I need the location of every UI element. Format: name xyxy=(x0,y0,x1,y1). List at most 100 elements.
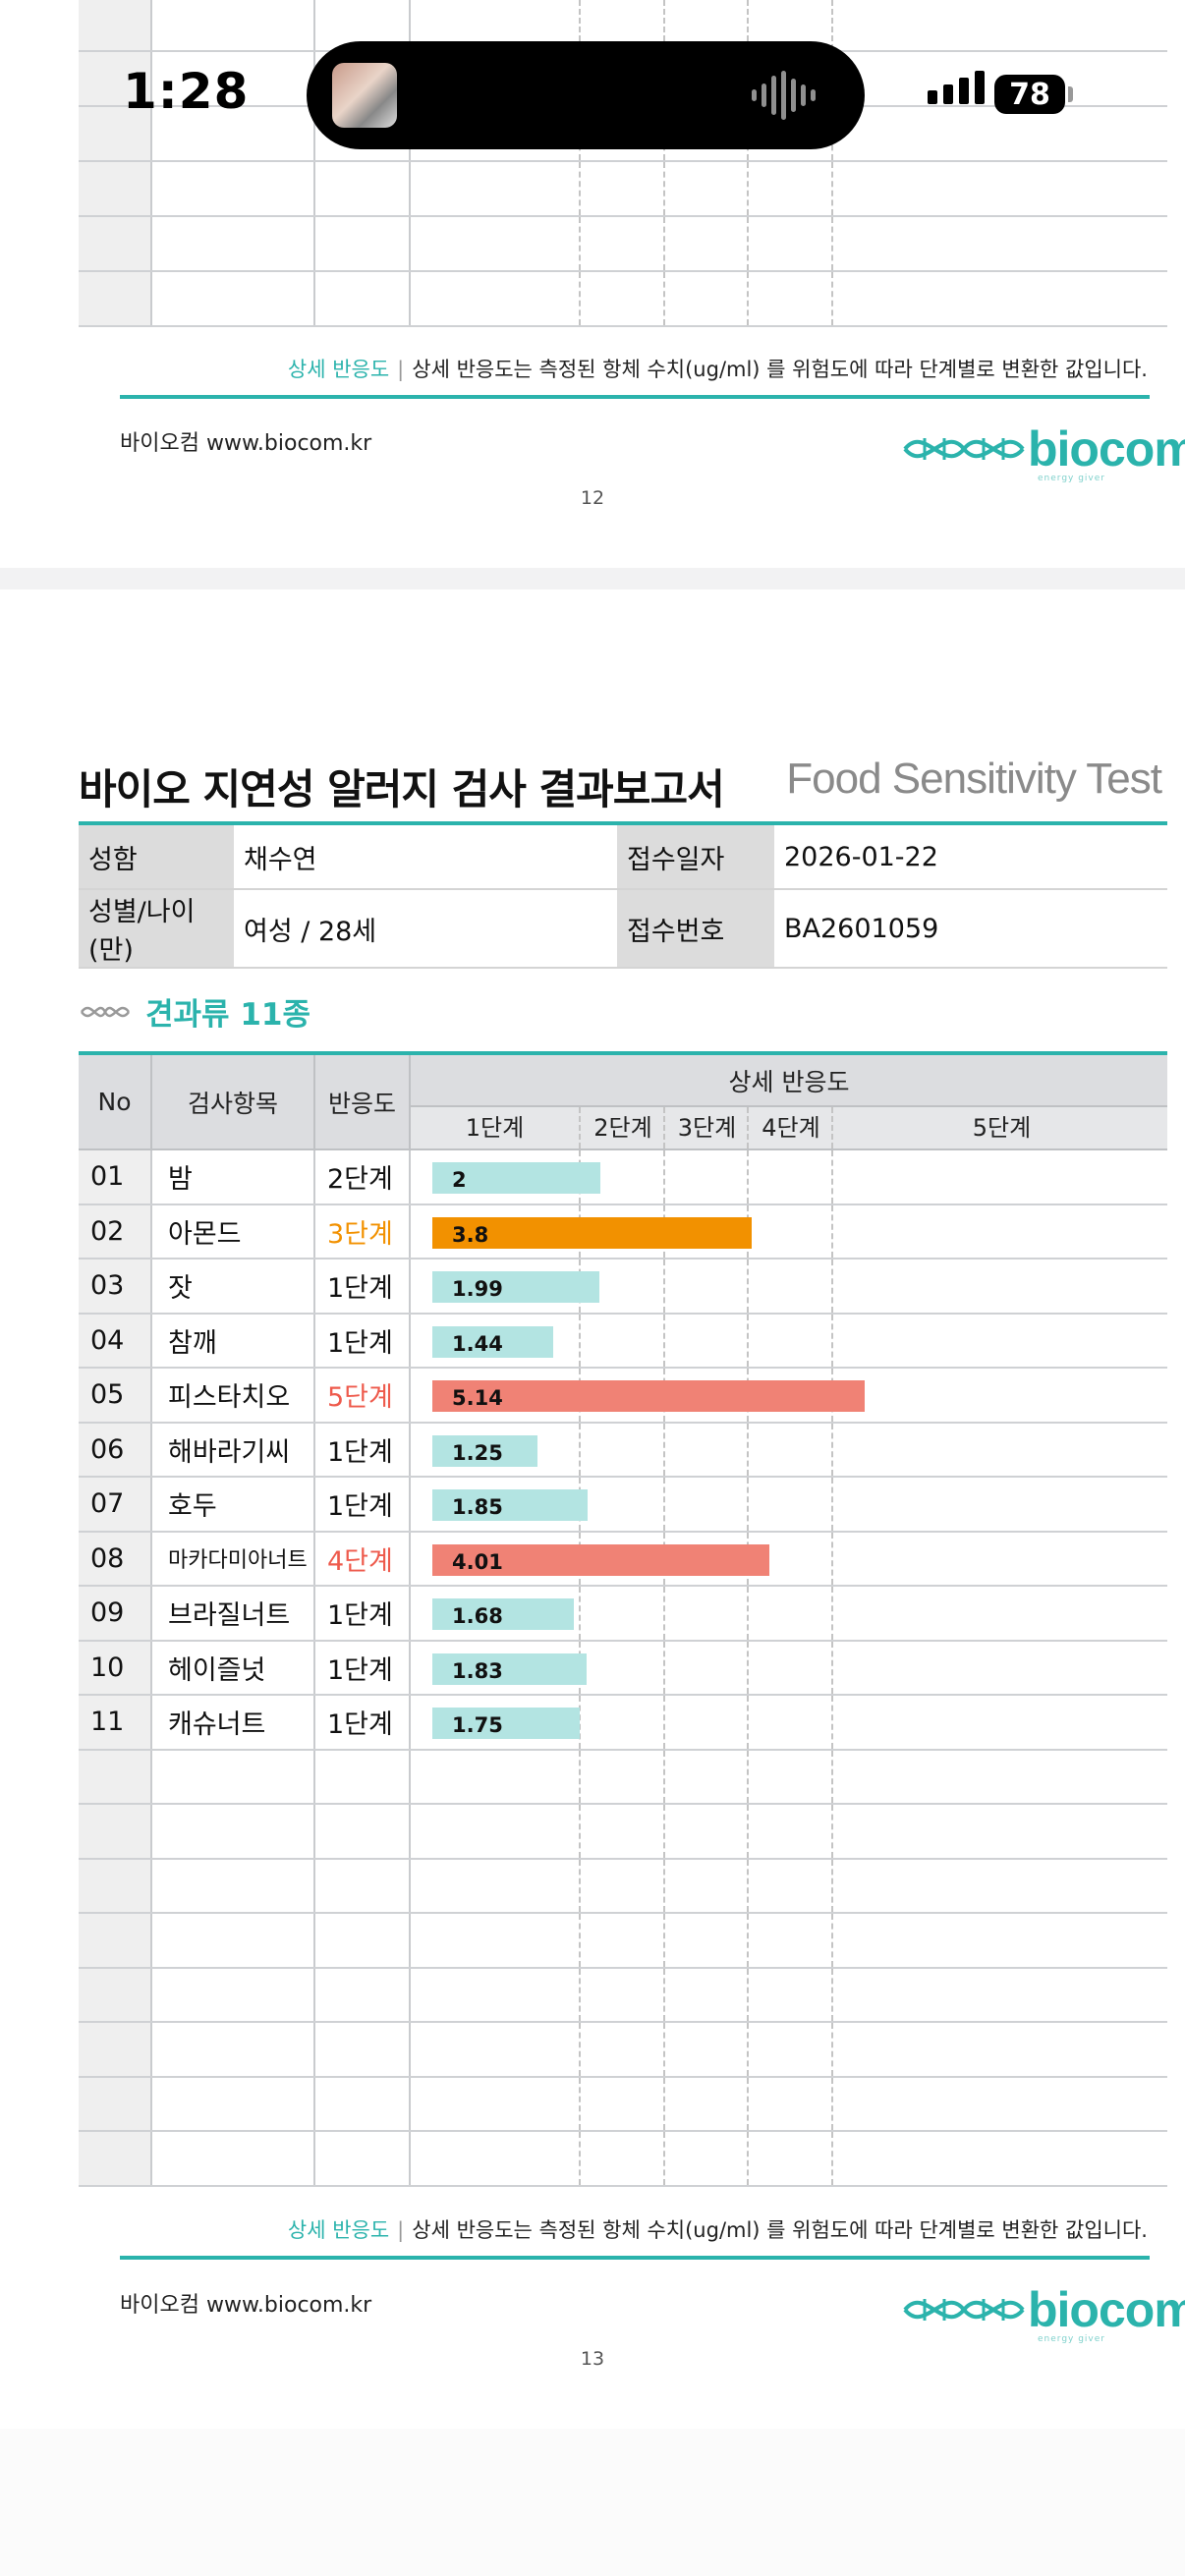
row-detail xyxy=(410,1967,1167,2023)
sex-age-label: 성별/나이(만) xyxy=(79,889,234,969)
empty-row xyxy=(79,1967,1167,2023)
report-page-13: 바이오 지연성 알러지 검사 결과보고서 Food Sensitivity Te… xyxy=(0,589,1185,2429)
value-label: 3.8 xyxy=(452,1222,489,1247)
row-no: 05 xyxy=(79,1368,152,1424)
row-level xyxy=(314,1749,411,1805)
stage-gridline xyxy=(663,1805,665,1858)
row-no: 04 xyxy=(79,1313,152,1369)
stage-gridline xyxy=(663,2023,665,2076)
row-item: 헤이즐넛 xyxy=(151,1640,315,1696)
value-label: 1.68 xyxy=(452,1604,503,1628)
row-level: 1단계 xyxy=(314,1477,411,1533)
row-level xyxy=(314,271,411,327)
status-time: 1:28 xyxy=(123,63,250,120)
row-level xyxy=(314,216,411,272)
stage-gridline xyxy=(747,1641,749,1694)
stage-header-1: 1단계 xyxy=(465,1114,525,1142)
stage-gridline xyxy=(579,1968,581,2021)
stage-gridline xyxy=(663,2132,665,2185)
stage-grid xyxy=(411,1968,1167,2021)
row-detail xyxy=(410,2131,1167,2187)
footer-divider xyxy=(120,395,1150,399)
row-no: 01 xyxy=(79,1149,152,1205)
row-detail xyxy=(410,2076,1167,2132)
section-header: 견과류 11종 xyxy=(79,989,310,1034)
stage-gridline xyxy=(579,2077,581,2130)
row-item xyxy=(151,51,315,107)
row-no: 02 xyxy=(79,1204,152,1260)
row-detail xyxy=(410,1858,1167,1914)
row-no: 07 xyxy=(79,1477,152,1533)
value-label: 1.85 xyxy=(452,1495,503,1519)
detail-note-text: 상세 반응도는 측정된 항체 수치(ug/ml) 를 위험도에 따라 단계별로 … xyxy=(412,358,1148,381)
page-number: 13 xyxy=(580,2348,605,2370)
row-item xyxy=(151,2022,315,2078)
stage-grid xyxy=(411,1805,1167,1858)
stage-gridline xyxy=(663,1696,665,1749)
result-row: 05 피스타치오 5단계 5.14 xyxy=(79,1368,1167,1424)
stage-grid xyxy=(411,1750,1167,1803)
stage-gridline xyxy=(579,272,581,325)
row-item xyxy=(151,271,315,327)
header-item: 검사항목 xyxy=(151,1055,315,1150)
stage-gridline xyxy=(831,2132,833,2185)
stage-grid xyxy=(411,1914,1167,1967)
row-level: 1단계 xyxy=(314,1695,411,1751)
result-row: 02 아몬드 3단계 3.8 xyxy=(79,1204,1167,1260)
stage-gridline xyxy=(663,1587,665,1640)
row-item: 아몬드 xyxy=(151,1204,315,1260)
stage-gridline xyxy=(663,1314,665,1367)
row-no: 08 xyxy=(79,1531,152,1587)
stage-gridline xyxy=(831,0,833,50)
stage-gridline xyxy=(831,1750,833,1803)
stage-gridline xyxy=(579,1587,581,1640)
empty-row xyxy=(79,1858,1167,1914)
row-detail: 1.68 xyxy=(410,1586,1167,1642)
value-bar: 1.75 xyxy=(432,1708,580,1739)
title-divider xyxy=(79,821,1167,825)
value-label: 1.44 xyxy=(452,1331,503,1356)
stage-gridline xyxy=(579,2023,581,2076)
value-bar: 1.83 xyxy=(432,1652,587,1685)
empty-row xyxy=(79,271,1167,327)
row-item: 호두 xyxy=(151,1477,315,1533)
row-detail xyxy=(410,216,1167,272)
row-level: 1단계 xyxy=(314,1586,411,1642)
result-row: 03 잣 1단계 1.99 xyxy=(79,1259,1167,1315)
logo-wordmark: biocom xyxy=(1028,421,1185,476)
row-no xyxy=(79,2131,152,2187)
row-item xyxy=(151,2076,315,2132)
value-bar: 1.44 xyxy=(432,1325,554,1358)
stage-gridline xyxy=(831,217,833,270)
stage-gridline xyxy=(663,272,665,325)
dna-logo-icon xyxy=(903,438,1025,460)
header-detail: 상세 반응도 xyxy=(410,1055,1167,1107)
battery-icon: 78 xyxy=(994,75,1065,114)
row-level xyxy=(314,1967,411,2023)
stage-gridline xyxy=(663,1260,665,1313)
stage-gridline xyxy=(831,2023,833,2076)
stage-header-3: 3단계 xyxy=(663,1107,749,1148)
row-detail: 1.75 xyxy=(410,1695,1167,1751)
row-item: 참깨 xyxy=(151,1313,315,1369)
result-row: 08 마카다미아너트 4단계 4.01 xyxy=(79,1531,1167,1587)
stage-gridline xyxy=(747,2132,749,2185)
logo-tagline: energy giver xyxy=(1038,2334,1105,2344)
row-item: 브라질너트 xyxy=(151,1586,315,1642)
row-level xyxy=(314,161,411,217)
date-value: 2026-01-22 xyxy=(774,825,1167,890)
footer-company: 바이오컴 www.biocom.kr xyxy=(120,2293,372,2318)
row-item xyxy=(151,2131,315,2187)
stage-gridline xyxy=(579,1914,581,1967)
value-bar: 2 xyxy=(432,1162,601,1194)
row-level: 1단계 xyxy=(314,1259,411,1315)
stage-gridline xyxy=(663,1478,665,1531)
row-level: 1단계 xyxy=(314,1640,411,1696)
dynamic-island[interactable] xyxy=(307,41,865,149)
report-title: 바이오 지연성 알러지 검사 결과보고서 xyxy=(79,765,725,813)
stage-gridline xyxy=(663,1968,665,2021)
row-item xyxy=(151,106,315,162)
value-label: 5.14 xyxy=(452,1386,503,1410)
row-detail: 1.44 xyxy=(410,1313,1167,1369)
empty-row xyxy=(79,161,1167,217)
